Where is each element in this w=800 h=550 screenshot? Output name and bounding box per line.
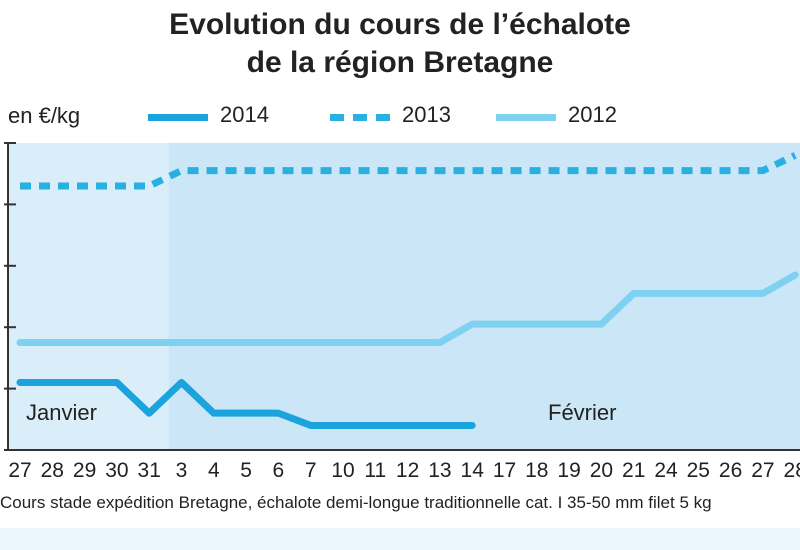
y-axis-unit-label: en €/kg (8, 103, 81, 128)
chart-title-line-2: de la région Bretagne (246, 46, 554, 79)
x-tick-label: 3 (176, 459, 188, 482)
legend-label-2013: 2013 (402, 102, 451, 127)
x-tick-label: 20 (590, 459, 613, 482)
x-tick-label: 5 (240, 459, 252, 482)
x-tick-label: 21 (622, 459, 645, 482)
legend-label-2012: 2012 (568, 102, 617, 127)
x-tick-label: 28 (784, 459, 800, 482)
x-tick-label: 19 (557, 459, 580, 482)
x-tick-label: 26 (719, 459, 742, 482)
x-tick-label: 27 (751, 459, 774, 482)
x-tick-label: 31 (138, 459, 161, 482)
x-tick-label: 17 (493, 459, 516, 482)
legend-swatch-2012 (496, 114, 556, 121)
month-label-february: Février (548, 400, 616, 425)
x-tick-label: 29 (73, 459, 96, 482)
x-tick-label: 25 (687, 459, 710, 482)
legend-label-2014: 2014 (220, 102, 269, 127)
chart-title: Evolution du cours de l’échalote de la r… (0, 6, 800, 82)
legend-swatch-2013 (330, 114, 390, 121)
x-tick-label: 6 (273, 459, 285, 482)
series-line-2014 (16, 378, 476, 429)
chart-title-line-1: Evolution du cours de l’échalote (169, 8, 631, 41)
x-tick-label: 10 (331, 459, 354, 482)
bottom-strip (0, 528, 800, 550)
legend-swatch-2014 (148, 114, 208, 121)
x-tick-label: 14 (461, 459, 485, 482)
x-tick-label: 7 (305, 459, 317, 482)
x-tick-label: 11 (364, 459, 386, 482)
x-tick-label: 30 (105, 459, 128, 482)
month-label-january: Janvier (26, 400, 97, 425)
x-tick-label: 12 (396, 459, 419, 482)
x-tick-label: 13 (428, 459, 451, 482)
x-tick-label: 28 (41, 459, 64, 482)
x-tick-label: 4 (208, 459, 220, 482)
x-tick-label: 27 (8, 459, 31, 482)
series-line-2012 (16, 271, 799, 347)
plot-background-january (8, 143, 169, 450)
line-chart: 27 28 29 30 31 3 4 5 6 7 10 11 12 13 14 17 18 19 20 21 24 25 2… (4, 142, 800, 482)
chart-caption: Cours stade expédition Bretagne, échalot… (0, 493, 712, 512)
x-tick-label: 18 (525, 459, 548, 482)
x-tick-label: 24 (654, 459, 678, 482)
series-line-2013 (20, 152, 797, 190)
